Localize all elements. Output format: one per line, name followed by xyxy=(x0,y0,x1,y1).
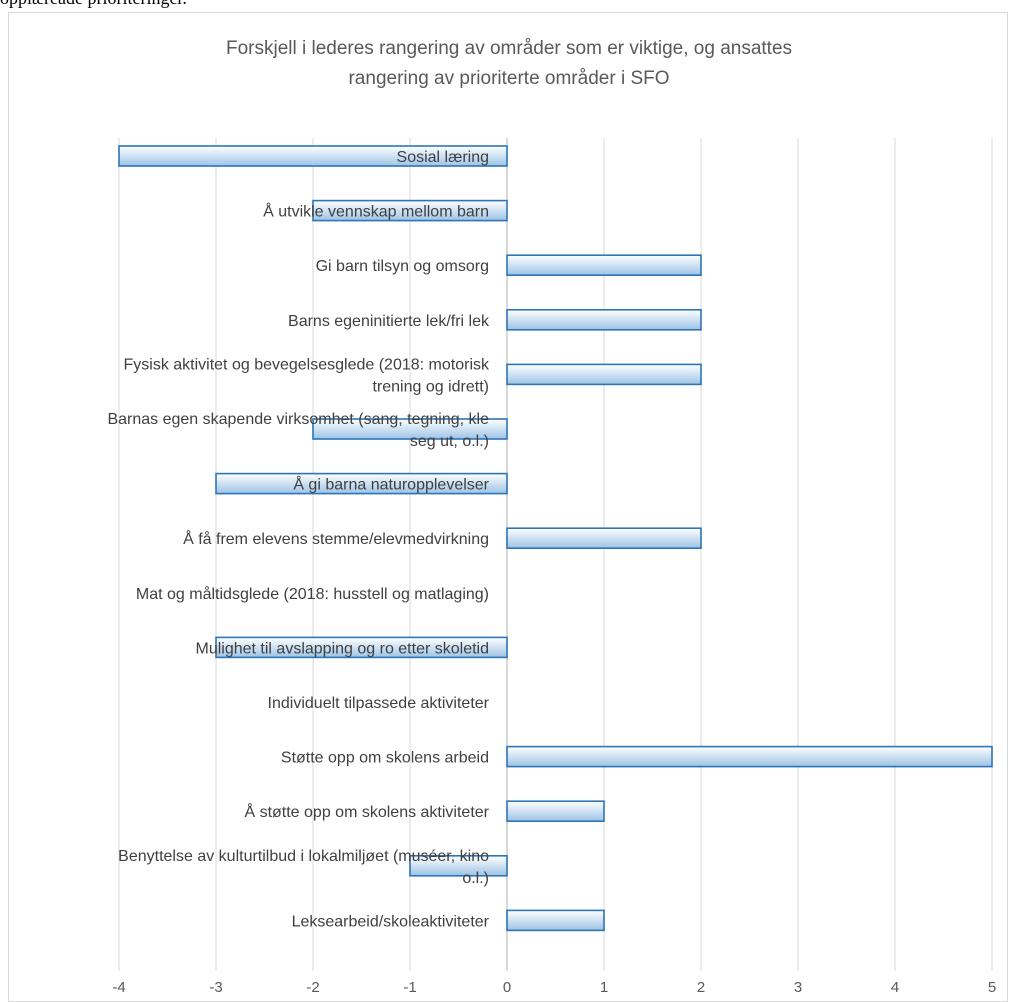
category-label: trening og idrett) xyxy=(372,378,489,395)
category-label: Mat og måltidsglede (2018: husstell og m… xyxy=(136,585,489,603)
x-tick-label: 0 xyxy=(503,979,511,996)
bar xyxy=(506,363,702,386)
category-label: Fysisk aktivitet og bevegelsesglede (201… xyxy=(123,356,490,373)
page-text-fragment: opplæreade prioriteringer. xyxy=(0,0,187,9)
chart-frame: Forskjell i lederes rangering av områder… xyxy=(8,12,1008,1002)
category-label: Støtte opp om skolens arbeid xyxy=(281,750,489,767)
x-tick-label: 2 xyxy=(697,979,705,996)
category-label: Individuelt tilpassede aktiviteter xyxy=(268,695,490,712)
bar xyxy=(506,745,993,768)
bar xyxy=(409,854,508,877)
x-tick-label: -2 xyxy=(306,979,319,996)
category-label: Barnas egen skapende virksomhet (sang, t… xyxy=(107,411,489,428)
category-label: seg ut, o.l.) xyxy=(410,433,489,450)
x-tick-label: -4 xyxy=(112,979,125,996)
category-label: Å gi barna naturopplevelser xyxy=(293,475,489,494)
chart-title-line: Forskjell i lederes rangering av områder… xyxy=(226,38,792,59)
x-tick-label: -1 xyxy=(403,979,416,996)
bar xyxy=(312,418,508,440)
bar xyxy=(215,472,508,495)
category-label: Barns egeninitierte lek/fri lek xyxy=(288,313,490,330)
chart-svg: Forskjell i lederes rangering av områder… xyxy=(107,38,996,996)
x-tick-label: 4 xyxy=(891,979,899,996)
x-tick-label: 3 xyxy=(794,979,802,996)
bar xyxy=(118,145,508,167)
category-label: Sosial læring xyxy=(397,149,489,166)
chart-title: Forskjell i lederes rangering av områder… xyxy=(226,38,792,89)
bar-layer xyxy=(118,145,993,932)
bar xyxy=(215,636,508,659)
bar xyxy=(506,909,605,932)
bar xyxy=(506,308,702,331)
category-label: Å støtte opp om skolens aktiviteter xyxy=(244,802,489,821)
chart-title-line: rangering av prioriterte områder i SFO xyxy=(348,68,669,89)
bar xyxy=(506,800,605,823)
category-label: Å få frem elevens stemme/elevmedvirkning xyxy=(183,529,489,548)
bar xyxy=(506,527,702,550)
category-labels: Sosial læring Å utvikle vennskap mellom b… xyxy=(107,149,490,930)
x-tick-label: 1 xyxy=(600,979,608,996)
x-tick-label: 5 xyxy=(988,979,996,996)
category-label: Benyttelse av kulturtilbud i lokalmiljøe… xyxy=(118,848,489,865)
grid-layer xyxy=(118,138,993,971)
category-label: o.l.) xyxy=(462,870,489,887)
bar xyxy=(506,254,702,276)
category-label: Å utvikle vennskap mellom barn xyxy=(263,202,489,221)
x-axis-tick-labels: -4 -3 -2 -1 0 1 2 3 4 5 xyxy=(112,979,996,996)
category-label: Leksearbeid/skoleaktiviteter xyxy=(292,913,490,930)
x-tick-label: -3 xyxy=(209,979,222,996)
category-label: Mulighet til avslapping og ro etter skol… xyxy=(196,640,490,657)
category-label: Gi barn tilsyn og omsorg xyxy=(316,258,489,275)
bar xyxy=(312,199,508,222)
